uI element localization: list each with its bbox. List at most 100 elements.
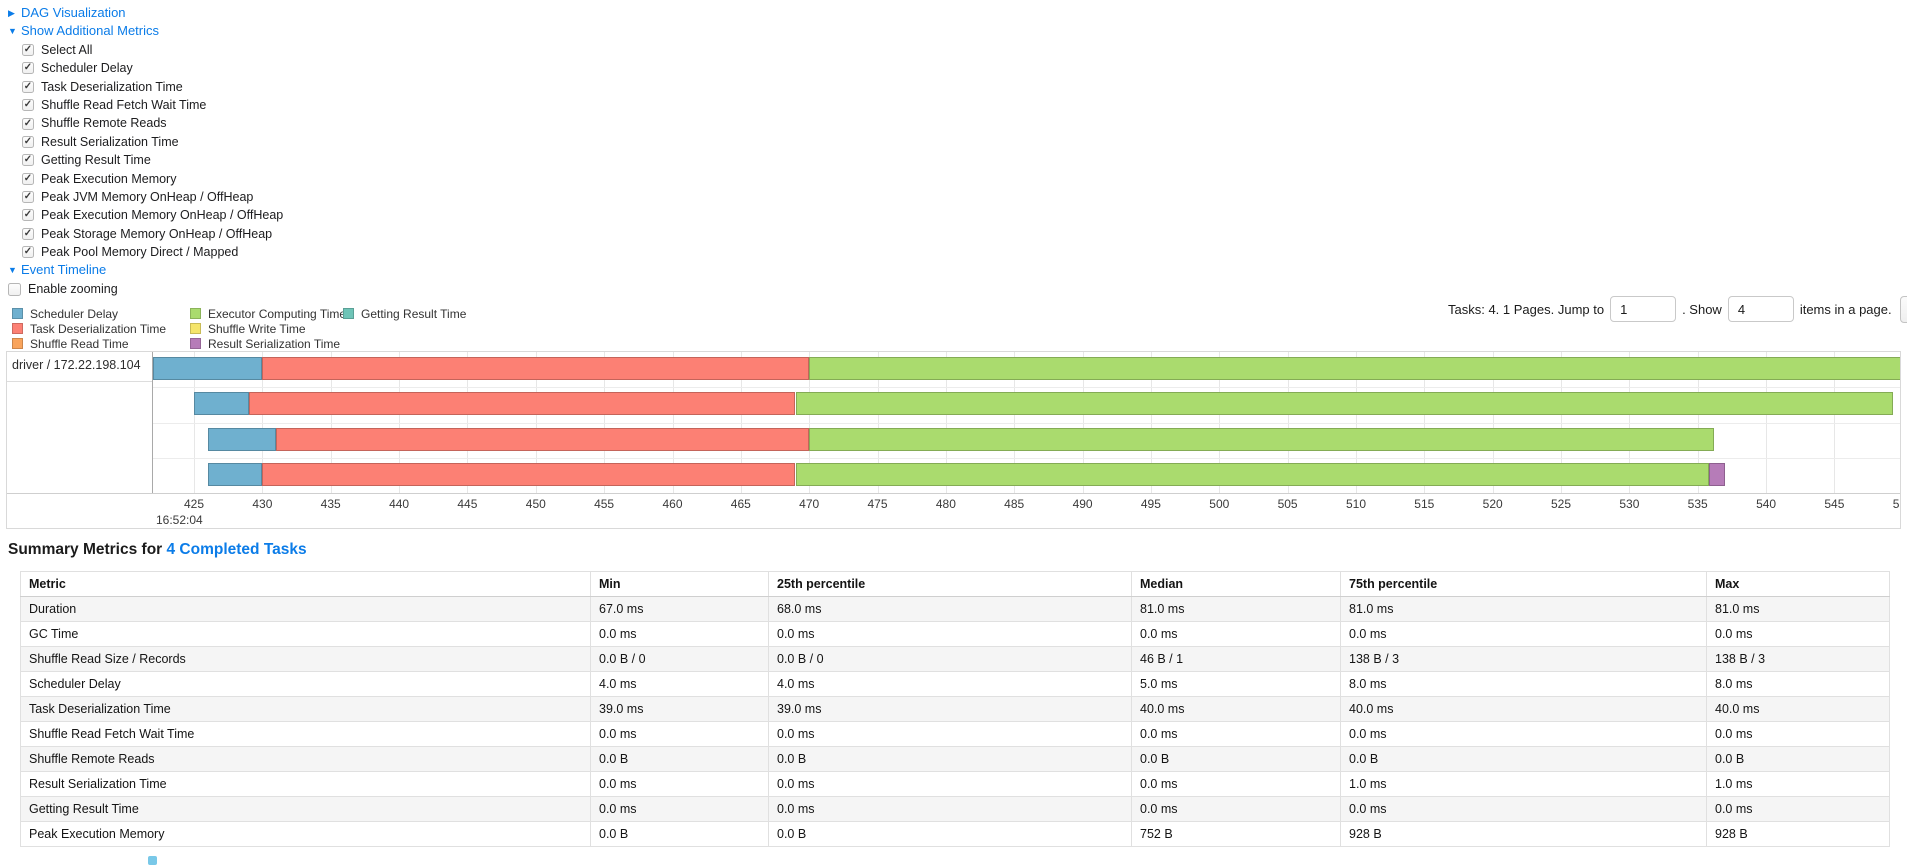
legend-item-label: Scheduler Delay bbox=[30, 306, 119, 321]
collapsed-arrow-icon: ▶ bbox=[8, 8, 15, 18]
metric-checkbox-row: ✓ Peak JVM Memory OnHeap / OffHeap bbox=[8, 188, 283, 206]
completed-tasks-link[interactable]: 4 Completed Tasks bbox=[166, 541, 307, 558]
metric-checkbox-label: Task Deserialization Time bbox=[41, 79, 183, 94]
metric-checkbox[interactable]: ✓ bbox=[22, 99, 34, 112]
task-bar-segment-executor_computing[interactable] bbox=[795, 462, 1709, 486]
summary-metric-value: 928 B bbox=[1340, 821, 1707, 847]
getting_result-legend-swatch-icon bbox=[343, 308, 354, 320]
axis-tick-label: 530 bbox=[1619, 497, 1640, 511]
legend-item: Getting Result Time bbox=[343, 306, 466, 321]
pagination-suffix: items in a page. bbox=[1799, 301, 1892, 317]
summary-column-header: Metric bbox=[20, 571, 591, 597]
metric-checkbox-label: Peak Pool Memory Direct / Mapped bbox=[41, 245, 239, 260]
page-controls: ▶ DAG Visualization ▼ Show Additional Metr… bbox=[8, 4, 283, 298]
go-button[interactable]: Go bbox=[1899, 295, 1907, 323]
summary-metric-name: Scheduler Delay bbox=[20, 671, 591, 697]
jump-to-page-input[interactable] bbox=[1610, 296, 1677, 322]
metric-checkbox-row: ✓ Peak Storage Memory OnHeap / OffHeap bbox=[8, 225, 283, 243]
metric-checkbox-row: ✓ Result Serialization Time bbox=[8, 133, 283, 151]
timeline-x-axis: 425 430 435 440 445 450 455 460 465 470 475 480 485 4… bbox=[7, 493, 1900, 528]
metric-checkbox-row: ✓ Shuffle Read Fetch Wait Time bbox=[8, 96, 283, 114]
task-bar-segment-task_deserialization[interactable] bbox=[276, 427, 810, 451]
task-bar-segment-executor_computing[interactable] bbox=[809, 427, 1715, 451]
summary-metric-value: 0.0 ms bbox=[768, 771, 1132, 797]
summary-metric-value: 1.0 ms bbox=[1706, 771, 1890, 797]
show-additional-metrics-toggle[interactable]: ▼ Show Additional Metrics bbox=[8, 22, 283, 40]
summary-metric-name: Shuffle Read Fetch Wait Time bbox=[20, 721, 591, 747]
metric-checkbox-label: Shuffle Read Fetch Wait Time bbox=[41, 97, 207, 112]
axis-tick-label: 480 bbox=[935, 497, 956, 511]
expanded-arrow-icon: ▼ bbox=[8, 265, 17, 276]
summary-metric-value: 39.0 ms bbox=[768, 696, 1132, 722]
metric-checkbox-row: ✓ Peak Execution Memory bbox=[8, 170, 283, 188]
summary-table-row: Peak Execution Memory 0.0 B 0.0 B 752 B 928 … bbox=[20, 821, 1890, 847]
legend-column: Getting Result Time bbox=[343, 306, 466, 321]
summary-metric-value: 39.0 ms bbox=[590, 696, 769, 722]
summary-metric-value: 0.0 ms bbox=[1706, 796, 1890, 822]
summary-metric-name: Result Serialization Time bbox=[20, 771, 591, 797]
summary-metric-value: 0.0 ms bbox=[1131, 621, 1341, 647]
axis-tick-label: 440 bbox=[389, 497, 410, 511]
legend-item-label: Executor Computing Time bbox=[208, 306, 347, 321]
summary-metric-value: 0.0 ms bbox=[1340, 621, 1707, 647]
metric-checkbox-label: Result Serialization Time bbox=[41, 134, 179, 149]
event-timeline-toggle[interactable]: ▼ Event Timeline bbox=[8, 261, 283, 279]
summary-metric-value: 4.0 ms bbox=[768, 671, 1132, 697]
legend-item-label: Shuffle Read Time bbox=[30, 336, 129, 351]
metric-checkbox[interactable]: ✓ bbox=[22, 80, 34, 93]
summary-metric-value: 68.0 ms bbox=[768, 596, 1132, 622]
summary-metric-value: 0.0 ms bbox=[1340, 796, 1707, 822]
task-bar-segment-task_deserialization[interactable] bbox=[248, 392, 796, 416]
task-bar-segment-task_deserialization[interactable] bbox=[262, 462, 796, 486]
task_deserialization-legend-swatch-icon bbox=[12, 323, 23, 335]
task-bar-segment-scheduler_delay[interactable] bbox=[194, 392, 249, 416]
metric-checkbox[interactable]: ✓ bbox=[22, 227, 34, 240]
metric-checkbox[interactable]: ✓ bbox=[22, 246, 34, 259]
axis-tick-label: 545 bbox=[1824, 497, 1845, 511]
summary-metric-value: 0.0 ms bbox=[590, 771, 769, 797]
task-bar-segment-result_serialization[interactable] bbox=[1708, 462, 1725, 486]
summary-metric-value: 0.0 B bbox=[1340, 746, 1707, 772]
metric-checkbox[interactable]: ✓ bbox=[22, 191, 34, 204]
show-additional-metrics-label: Show Additional Metrics bbox=[21, 23, 160, 39]
summary-metric-value: 4.0 ms bbox=[590, 671, 769, 697]
task-bar-segment-scheduler_delay[interactable] bbox=[207, 462, 263, 486]
task-bar-segment-executor_computing[interactable] bbox=[809, 357, 1900, 380]
items-per-page-input[interactable] bbox=[1727, 296, 1794, 322]
summary-metrics-title: Summary Metrics for 4 Completed Tasks bbox=[8, 541, 307, 559]
expanded-arrow-icon: ▼ bbox=[8, 26, 17, 37]
timeline-plot-area bbox=[153, 352, 1900, 493]
metric-checkbox[interactable]: ✓ bbox=[22, 43, 34, 56]
summary-metric-value: 0.0 ms bbox=[768, 621, 1132, 647]
task-bar-segment-executor_computing[interactable] bbox=[795, 392, 1894, 416]
metric-checkbox[interactable]: ✓ bbox=[22, 135, 34, 148]
summary-column-header: Min bbox=[590, 571, 769, 597]
summary-metric-value: 0.0 ms bbox=[590, 721, 769, 747]
axis-tick-label: 505 bbox=[1277, 497, 1298, 511]
summary-metric-value: 81.0 ms bbox=[1706, 596, 1890, 622]
summary-table-row: Getting Result Time 0.0 ms 0.0 ms 0.0 ms 0.0… bbox=[20, 796, 1890, 822]
task-bar-segment-scheduler_delay[interactable] bbox=[153, 357, 263, 380]
summary-metric-value: 46 B / 1 bbox=[1131, 646, 1341, 672]
metric-checkbox[interactable]: ✓ bbox=[22, 62, 34, 75]
legend-item-label: Task Deserialization Time bbox=[30, 321, 167, 336]
summary-table-row: Task Deserialization Time 39.0 ms 39.0 ms 4… bbox=[20, 696, 1890, 722]
axis-tick-label: 485 bbox=[1004, 497, 1025, 511]
metric-checkbox[interactable]: ✓ bbox=[22, 209, 34, 222]
axis-tick-label: 495 bbox=[1140, 497, 1161, 511]
task-bar-segment-task_deserialization[interactable] bbox=[262, 357, 810, 380]
summary-metric-name: Getting Result Time bbox=[20, 796, 591, 822]
enable-zooming-checkbox[interactable] bbox=[8, 282, 21, 296]
task-bar-segment-scheduler_delay[interactable] bbox=[207, 427, 276, 451]
summary-table-row: Shuffle Read Size / Records 0.0 B / 0 0.0 … bbox=[20, 646, 1890, 672]
metric-checkbox[interactable]: ✓ bbox=[22, 117, 34, 130]
legend-item: Shuffle Write Time bbox=[190, 321, 346, 336]
dag-visualization-toggle[interactable]: ▶ DAG Visualization bbox=[8, 4, 283, 22]
summary-metric-name: Peak Execution Memory bbox=[20, 821, 591, 847]
metric-checkbox[interactable]: ✓ bbox=[22, 172, 34, 185]
axis-tick-label: 425 bbox=[183, 497, 205, 511]
axis-tick-label: 535 bbox=[1687, 497, 1708, 511]
summary-column-header: 75th percentile bbox=[1340, 571, 1707, 597]
summary-metric-value: 138 B / 3 bbox=[1340, 646, 1707, 672]
metric-checkbox[interactable]: ✓ bbox=[22, 154, 34, 167]
